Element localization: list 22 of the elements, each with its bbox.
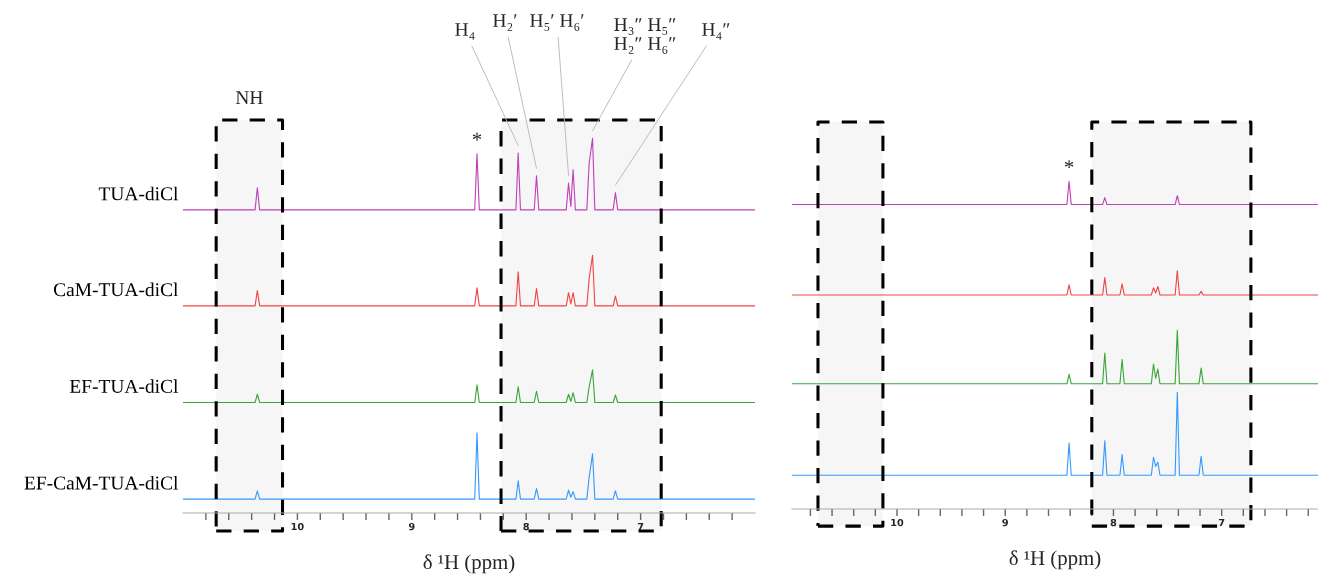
x-tick-label: 9 (408, 522, 415, 531)
annotation: H₅′ H₆′ (530, 14, 584, 31)
annotation: H₄ (455, 23, 475, 40)
x-tick-label: 8 (1110, 518, 1117, 527)
series-label: TUA-diCl (98, 186, 179, 201)
x-tick-label: 7 (1218, 519, 1225, 527)
x-tick-label: 9 (1002, 518, 1008, 527)
series-label: EF-TUA-diCl (69, 379, 179, 393)
series-label: EF-CaM-TUA-diCl (24, 475, 179, 490)
x-tick-label: 10 (891, 518, 904, 527)
annotation: * (472, 132, 482, 141)
x-axis-title: δ ¹H (ppm) (423, 554, 515, 574)
annotation: * (1064, 160, 1074, 169)
x-tick-label: 7 (637, 523, 644, 531)
band-label: NH (235, 91, 263, 105)
series-label: CaM-TUA-diCl (53, 282, 179, 297)
x-tick-label: 10 (291, 522, 304, 531)
annotation: H₂′ (493, 14, 517, 31)
annotation: H₃″ H₅″ H₂″ H₆″ (614, 18, 676, 54)
x-axis-title: δ ¹H (ppm) (1009, 550, 1101, 570)
annotation: H₄″ (702, 23, 730, 40)
x-tick-label: 8 (523, 522, 529, 531)
